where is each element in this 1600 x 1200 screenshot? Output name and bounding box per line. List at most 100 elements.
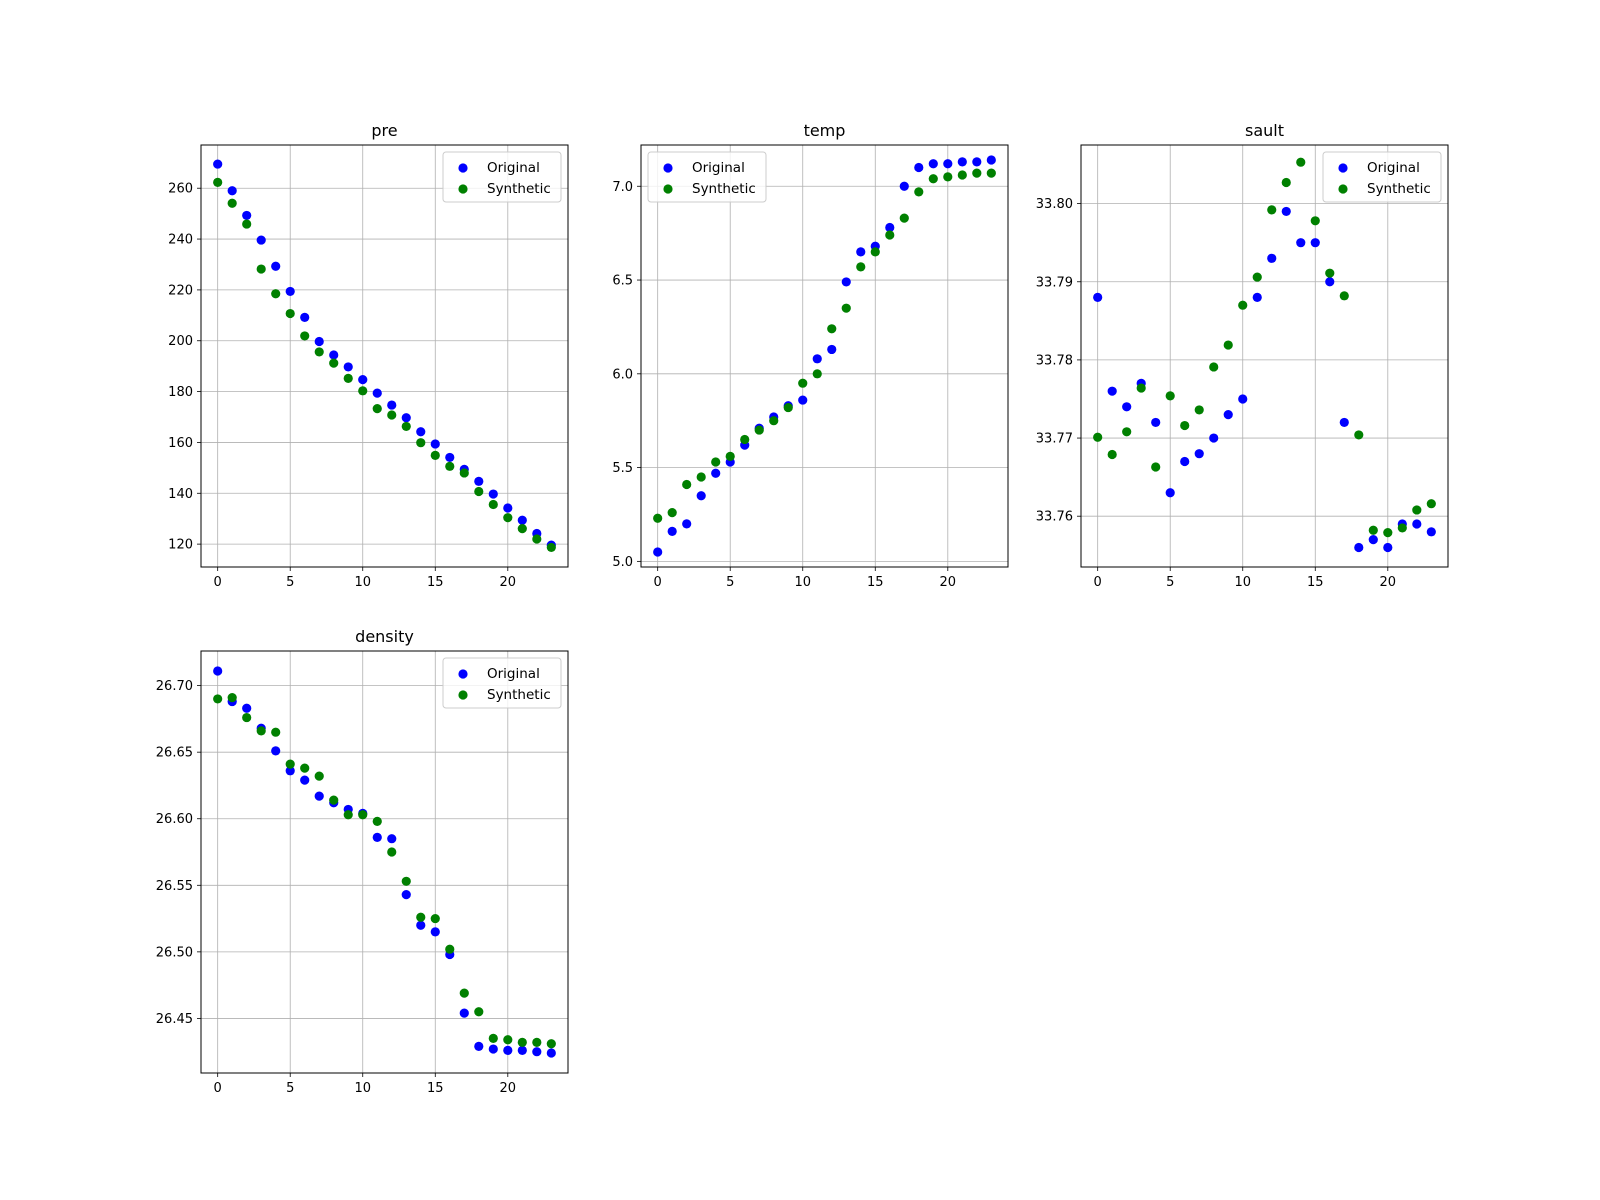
y-tick-label: 200 xyxy=(168,334,193,349)
data-point-synthetic xyxy=(242,219,252,229)
data-point-synthetic xyxy=(1267,205,1277,215)
y-tick-label: 26.45 xyxy=(156,1012,193,1027)
data-point-synthetic xyxy=(314,347,324,357)
data-point-original xyxy=(459,1008,469,1018)
data-point-synthetic xyxy=(517,1037,527,1047)
x-tick-label: 0 xyxy=(654,575,662,590)
data-point-original xyxy=(885,222,895,233)
data-point-original xyxy=(1151,417,1161,428)
data-point-original xyxy=(1194,449,1204,459)
subplot-temp: 0 5 10 15 20 5.0 5.5 6.0 6.5 7.0 temp Original Synth… xyxy=(612,121,1009,590)
legend-marker-synthetic xyxy=(663,184,673,194)
data-point-synthetic xyxy=(285,308,295,319)
subplot-title: pre xyxy=(371,121,397,140)
data-point-synthetic xyxy=(1180,420,1190,431)
legend: Original Synthetic xyxy=(442,151,562,203)
y-tick-label: 26.60 xyxy=(156,812,193,827)
data-point-original xyxy=(957,157,967,167)
data-point-original xyxy=(271,746,281,756)
data-point-synthetic xyxy=(430,450,440,460)
data-point-synthetic xyxy=(300,763,310,773)
data-point-original xyxy=(1223,410,1233,420)
data-point-original xyxy=(300,775,310,785)
series-original xyxy=(1093,206,1436,553)
data-point-original xyxy=(517,1045,527,1055)
data-point-original xyxy=(546,1048,556,1058)
x-tick-label: 20 xyxy=(1380,575,1397,590)
data-point-original xyxy=(416,920,426,930)
y-tick-label: 180 xyxy=(168,385,193,400)
x-tick-label: 5 xyxy=(726,575,734,590)
data-point-synthetic xyxy=(812,369,822,379)
data-point-synthetic xyxy=(300,331,310,341)
data-point-synthetic xyxy=(445,944,455,954)
data-point-synthetic xyxy=(696,472,706,482)
data-point-synthetic xyxy=(856,262,866,272)
data-point-original xyxy=(1354,542,1364,553)
data-point-original xyxy=(227,186,237,196)
data-point-original xyxy=(430,439,440,449)
legend-label-original: Original xyxy=(487,666,540,682)
data-point-synthetic xyxy=(1368,525,1378,535)
subplot-title: density xyxy=(355,627,414,646)
series-synthetic xyxy=(653,168,996,523)
y-tick-label: 140 xyxy=(168,487,193,502)
data-point-synthetic xyxy=(430,913,440,924)
data-point-original xyxy=(314,791,324,801)
data-point-synthetic xyxy=(474,1007,484,1017)
data-point-synthetic xyxy=(1354,430,1364,440)
data-point-synthetic xyxy=(1325,268,1335,278)
subplot-pre: 0 5 10 15 20 120 140 160 180 200 220 240 260 pre Origi… xyxy=(168,121,569,590)
x-tick-label: 10 xyxy=(354,1081,371,1096)
data-point-synthetic xyxy=(827,324,837,334)
data-point-original xyxy=(387,400,397,410)
data-point-synthetic xyxy=(213,694,223,704)
data-point-original xyxy=(667,526,677,536)
legend-marker-original xyxy=(458,669,468,679)
y-tick-label: 220 xyxy=(168,283,193,298)
legend: Original Synthetic xyxy=(442,657,562,709)
data-point-synthetic xyxy=(517,524,527,534)
legend-box xyxy=(1322,151,1442,203)
data-point-original xyxy=(416,427,426,437)
data-point-original xyxy=(1281,206,1291,217)
data-point-original xyxy=(1310,238,1320,248)
y-tick-label: 240 xyxy=(168,233,193,248)
data-point-synthetic xyxy=(227,692,237,703)
data-point-original xyxy=(372,832,382,842)
data-point-original xyxy=(812,354,822,364)
axes-frame xyxy=(200,650,569,1074)
data-point-synthetic xyxy=(488,1033,498,1043)
data-point-original xyxy=(285,286,295,297)
data-point-synthetic xyxy=(546,1039,556,1049)
data-point-synthetic xyxy=(1426,499,1436,509)
legend-label-synthetic: Synthetic xyxy=(487,181,551,197)
axes-frame xyxy=(1080,144,1449,568)
x-tick-label: 10 xyxy=(354,575,371,590)
data-point-original xyxy=(798,395,808,405)
data-point-original xyxy=(517,515,527,525)
data-point-synthetic xyxy=(387,847,397,857)
data-point-synthetic xyxy=(711,457,721,467)
data-point-original xyxy=(503,503,513,513)
legend-box xyxy=(647,151,767,203)
x-tick-label: 0 xyxy=(214,1081,222,1096)
data-point-synthetic xyxy=(653,513,663,523)
data-point-synthetic xyxy=(503,513,513,523)
data-point-original xyxy=(285,766,295,776)
data-point-original xyxy=(1252,292,1262,302)
data-point-synthetic xyxy=(1296,157,1306,167)
data-point-synthetic xyxy=(1397,523,1407,533)
data-point-original xyxy=(488,1044,498,1054)
data-point-synthetic xyxy=(1339,291,1349,301)
data-point-synthetic xyxy=(271,289,281,299)
data-point-synthetic xyxy=(459,988,469,998)
data-point-synthetic xyxy=(213,177,223,187)
data-point-synthetic xyxy=(1151,462,1161,472)
data-point-synthetic xyxy=(227,198,237,208)
data-point-synthetic xyxy=(546,542,556,553)
legend-label-synthetic: Synthetic xyxy=(1367,181,1431,197)
data-point-synthetic xyxy=(488,499,498,510)
legend: Original Synthetic xyxy=(1322,151,1442,203)
data-point-synthetic xyxy=(416,438,426,448)
